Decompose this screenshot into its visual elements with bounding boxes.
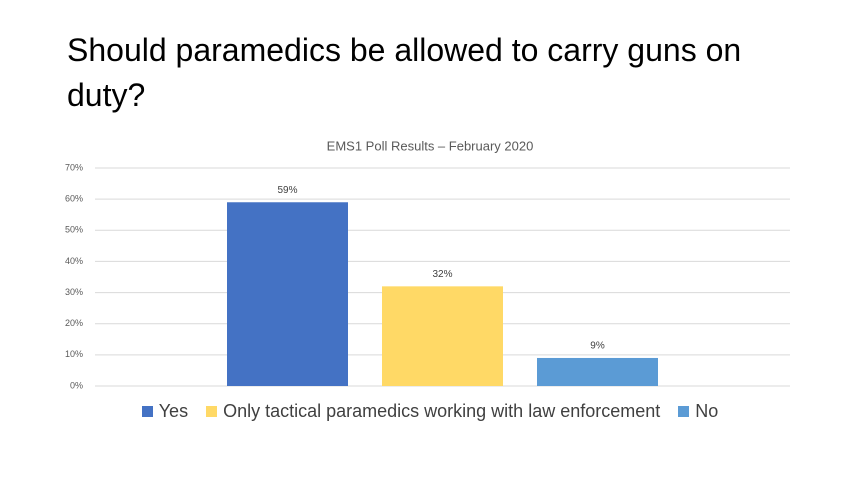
y-tick-label: 20% <box>65 318 83 328</box>
bar <box>537 357 658 386</box>
y-tick-label: 60% <box>65 194 83 204</box>
legend-label: No <box>695 401 719 421</box>
legend-swatch <box>206 406 218 417</box>
y-tick-label: 30% <box>65 287 83 297</box>
value-label: 9% <box>590 341 605 352</box>
y-tick-label: 70% <box>65 162 83 172</box>
chart-subtitle: EMS1 Poll Results – February 2020 <box>327 138 534 153</box>
y-tick-label: 10% <box>65 349 83 359</box>
value-label: 59% <box>277 185 297 196</box>
legend: Yes Only tactical paramedics working with… <box>0 401 860 422</box>
legend-label: Only tactical paramedics working with la… <box>223 401 661 421</box>
y-tick-label: 50% <box>65 225 83 235</box>
bar <box>382 286 503 386</box>
legend-item: Only tactical paramedics working with la… <box>206 401 660 422</box>
y-tick-label: 40% <box>65 256 83 266</box>
legend-swatch <box>141 406 153 417</box>
bar <box>227 202 348 386</box>
legend-item: No <box>678 401 718 422</box>
legend-item: Yes <box>141 401 189 422</box>
y-tick-label: 0% <box>70 380 83 390</box>
legend-swatch <box>678 406 690 417</box>
slide-title: Should paramedics be allowed to carry gu… <box>67 32 742 113</box>
legend-label: Yes <box>158 401 189 421</box>
value-label: 32% <box>432 269 452 280</box>
